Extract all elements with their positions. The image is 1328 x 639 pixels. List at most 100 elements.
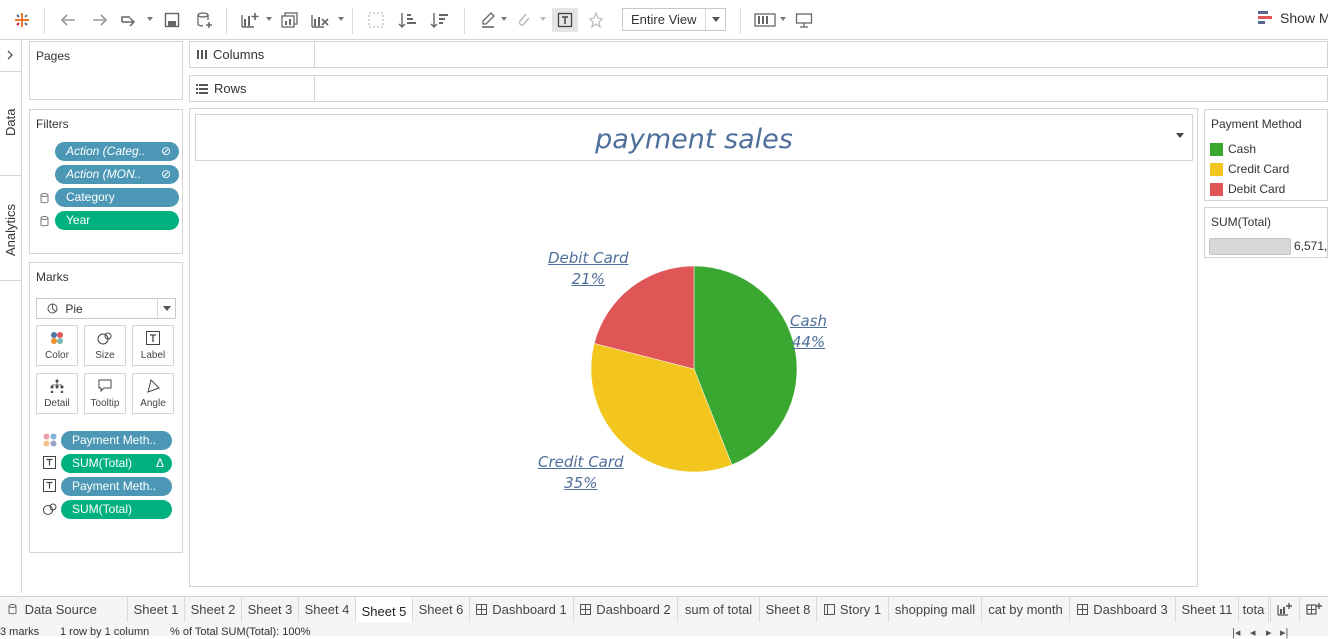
size-button[interactable]: Size <box>84 325 126 366</box>
view-canvas[interactable]: payment sales Cash 44% Credit Card 35% D… <box>189 108 1198 587</box>
new-worksheet-tab-button[interactable] <box>1270 597 1300 622</box>
detail-button[interactable]: Detail <box>36 373 78 414</box>
color-button[interactable]: Color <box>36 325 78 366</box>
tooltip-button[interactable]: Tooltip <box>84 373 126 414</box>
tab-story-1[interactable]: Story 1 <box>817 597 889 622</box>
clear-dropdown-icon[interactable] <box>338 17 344 21</box>
marks-title: Marks <box>36 270 69 284</box>
marks-field-sum-total-angle[interactable]: SUM(Total) <box>61 500 172 519</box>
angle-button[interactable]: Angle <box>132 373 174 414</box>
replay-icon[interactable] <box>118 8 142 32</box>
presentation-mode-icon[interactable] <box>792 8 816 32</box>
highlight-dropdown-icon[interactable] <box>501 17 507 21</box>
tableau-logo-icon[interactable] <box>10 8 34 32</box>
columns-shelf[interactable]: Columns <box>189 41 1328 68</box>
undo-icon[interactable] <box>56 8 80 32</box>
new-worksheet-icon[interactable] <box>238 8 262 32</box>
chevron-down-icon[interactable] <box>1176 133 1184 138</box>
redo-icon[interactable] <box>88 8 112 32</box>
tooltip-button-label: Tooltip <box>90 398 120 409</box>
pie-label-cash[interactable]: Cash 44% <box>790 311 827 353</box>
previous-page-icon[interactable]: ◂ <box>1250 627 1256 639</box>
marks-field-label: SUM(Total) <box>72 502 133 516</box>
new-worksheet-dropdown-icon[interactable] <box>266 17 272 21</box>
size-legend-bar <box>1209 238 1291 255</box>
tab-sheet-4[interactable]: Sheet 4 <box>299 597 356 622</box>
marks-field-payment-method-color[interactable]: Payment Meth.. <box>61 431 172 450</box>
show-me-label: Show Me <box>1280 10 1328 26</box>
sort-descending-icon[interactable] <box>428 8 452 32</box>
replay-dropdown-icon[interactable] <box>147 17 153 21</box>
tab-cat-by-month[interactable]: cat by month <box>982 597 1070 622</box>
size-legend[interactable]: SUM(Total) 6,571, <box>1204 207 1328 258</box>
tab-sheet-1[interactable]: Sheet 1 <box>128 597 185 622</box>
tab-data-source[interactable]: Data Source <box>0 597 128 622</box>
tab-sheet-2[interactable]: Sheet 2 <box>185 597 242 622</box>
highlight-icon[interactable] <box>476 8 500 32</box>
rows-shelf[interactable]: Rows <box>189 75 1328 102</box>
pages-title: Pages <box>36 49 71 63</box>
swap-rows-columns-icon[interactable] <box>364 8 388 32</box>
tab-sheet-11[interactable]: Sheet 11 <box>1176 597 1239 622</box>
new-data-source-icon[interactable] <box>192 8 216 32</box>
pie-label-credit-card[interactable]: Credit Card 35% <box>538 452 624 494</box>
sheet-tab-bar: Data Source Sheet 1 Sheet 2 Sheet 3 Sheet 4… <box>0 596 1328 622</box>
pie-slice-debit-card[interactable] <box>593 265 695 370</box>
tab-data[interactable]: Data <box>0 72 22 175</box>
first-page-icon[interactable]: |◂ <box>1232 627 1241 639</box>
tab-sheet-3[interactable]: Sheet 3 <box>242 597 299 622</box>
last-page-icon[interactable]: ▸| <box>1280 627 1289 639</box>
fit-dropdown[interactable]: Entire View <box>622 8 726 31</box>
filter-pill-action-category[interactable]: Action (Categ.. ⊘ <box>55 142 179 161</box>
filter-pill-action-month[interactable]: Action (MON.. ⊘ <box>55 165 179 184</box>
pie-slice-cash[interactable] <box>693 265 798 466</box>
next-page-icon[interactable]: ▸ <box>1266 627 1272 639</box>
expand-chevron-icon[interactable] <box>5 49 15 60</box>
legend-item-cash[interactable]: Cash <box>1210 142 1256 156</box>
tab-shopping-mall[interactable]: shopping mall <box>889 597 982 622</box>
duplicate-sheet-icon[interactable] <box>278 8 302 32</box>
group-members-icon[interactable] <box>512 8 536 32</box>
tab-label: Sheet 11 <box>1181 602 1233 617</box>
tab-dashboard-2[interactable]: Dashboard 2 <box>574 597 678 622</box>
pages-card[interactable]: Pages <box>29 41 183 100</box>
sort-ascending-icon[interactable] <box>396 8 420 32</box>
legend-swatch <box>1210 142 1223 156</box>
clear-sheet-icon[interactable] <box>308 8 332 32</box>
label-button[interactable]: Label <box>132 325 174 366</box>
tab-label: Story 1 <box>839 602 882 617</box>
tab-sheet-5[interactable]: Sheet 5 <box>356 597 413 622</box>
filter-pill-label: Category <box>66 190 115 204</box>
tab-sheet-8[interactable]: Sheet 8 <box>760 597 817 622</box>
filter-pill-category[interactable]: Category <box>55 188 179 207</box>
tab-dashboard-3[interactable]: Dashboard 3 <box>1070 597 1176 622</box>
new-dashboard-tab-button[interactable] <box>1300 597 1328 622</box>
legend-swatch <box>1210 162 1223 176</box>
show-me-button[interactable]: Show Me <box>1258 10 1328 26</box>
marks-field-sum-total-label[interactable]: SUM(Total) Δ <box>61 454 172 473</box>
tab-tota[interactable]: tota <box>1239 597 1269 622</box>
size-legend-value: 6,571, <box>1294 239 1328 253</box>
tab-sheet-6[interactable]: Sheet 6 <box>413 597 470 622</box>
show-mark-labels-icon[interactable] <box>552 8 578 32</box>
pie-label-debit-card[interactable]: Debit Card 21% <box>548 248 628 290</box>
show-cards-dropdown-icon[interactable] <box>780 17 786 21</box>
legend-item-label: Credit Card <box>1228 162 1290 176</box>
marks-field-payment-method-label[interactable]: Payment Meth.. <box>61 477 172 496</box>
mark-type-dropdown[interactable]: Pie <box>36 298 176 319</box>
pie-slice-credit-card[interactable] <box>590 343 733 473</box>
legend-item-debit-card[interactable]: Debit Card <box>1210 182 1285 196</box>
filter-pill-year[interactable]: Year <box>55 211 179 230</box>
show-cards-icon[interactable] <box>752 8 778 32</box>
save-icon[interactable] <box>160 8 184 32</box>
legend-item-credit-card[interactable]: Credit Card <box>1210 162 1289 176</box>
view-title-box[interactable]: payment sales <box>195 114 1193 161</box>
filters-card[interactable]: Filters Action (Categ.. ⊘ Action (MON.. … <box>29 109 183 254</box>
color-legend[interactable]: Payment Method Cash Credit Card Debit Ca… <box>1204 109 1328 201</box>
tab-analytics[interactable]: Analytics <box>0 176 22 280</box>
link-icon: ⊘ <box>160 144 171 158</box>
fix-axes-icon[interactable] <box>584 8 608 32</box>
tab-dashboard-1[interactable]: Dashboard 1 <box>470 597 574 622</box>
group-dropdown-icon[interactable] <box>540 17 546 21</box>
tab-sum-of-total[interactable]: sum of total <box>678 597 760 622</box>
